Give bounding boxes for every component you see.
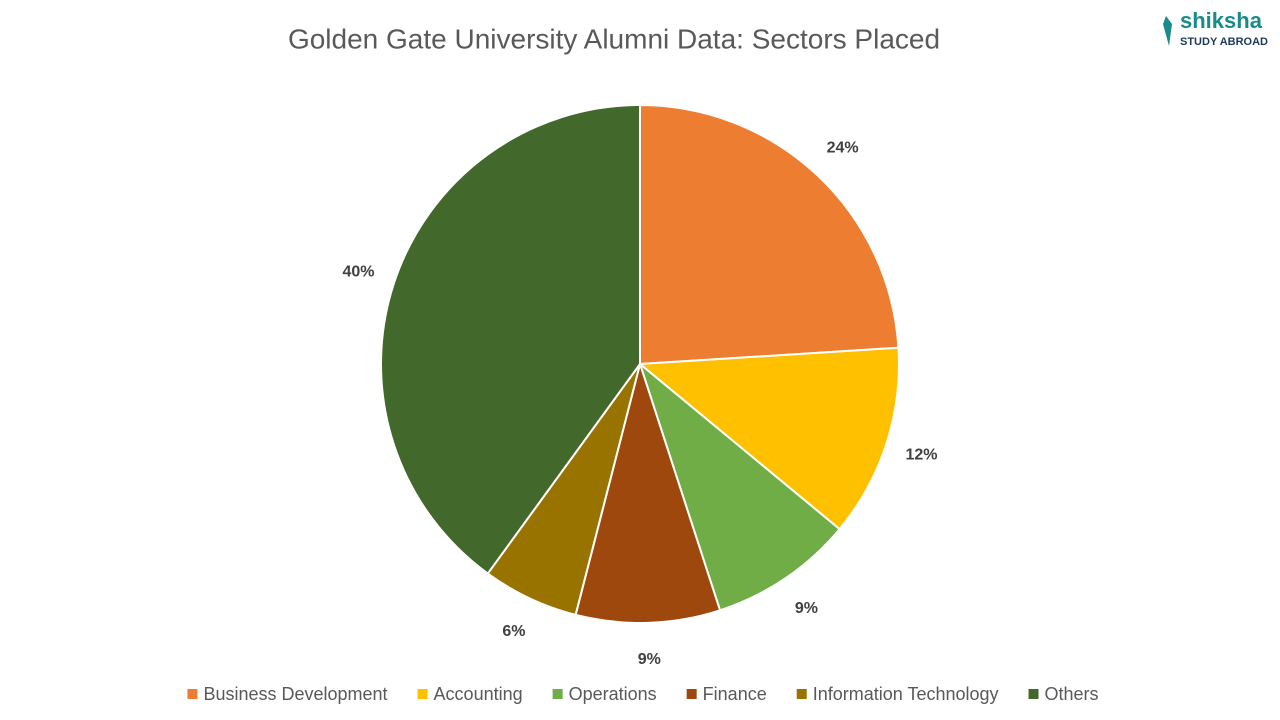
chart-title: Golden Gate University Alumni Data: Sect… (288, 23, 940, 54)
pie-slice (574, 360, 722, 624)
legend-marker (796, 689, 807, 699)
legend-label: Operations (569, 684, 657, 704)
logo-tagline: STUDY ABROAD (1180, 36, 1268, 48)
data-label: 24% (827, 139, 859, 156)
legend-marker (1028, 689, 1039, 699)
data-label: 6% (502, 623, 525, 640)
logo-icon (1163, 16, 1172, 46)
data-label: 9% (795, 600, 818, 617)
pie-slice (637, 346, 900, 531)
legend-label: Finance (703, 684, 767, 704)
pie-slice (637, 361, 841, 612)
legend-marker (417, 689, 428, 699)
data-label: 12% (905, 447, 937, 464)
logo-name: shiksha (1180, 8, 1263, 33)
legend-label: Others (1045, 684, 1099, 704)
legend-marker (187, 689, 198, 699)
legend-label: Business Development (203, 684, 387, 704)
data-label: 40% (342, 264, 374, 281)
logo: shiksha STUDY ABROAD (1163, 8, 1268, 48)
legend-label: Accounting (434, 684, 523, 704)
legend-marker (552, 689, 563, 699)
legend-marker (686, 689, 697, 699)
pie-slice (639, 103, 900, 366)
legend-label: Information Technology (813, 684, 999, 704)
pie-slice (380, 103, 641, 575)
data-label: 9% (638, 651, 661, 668)
